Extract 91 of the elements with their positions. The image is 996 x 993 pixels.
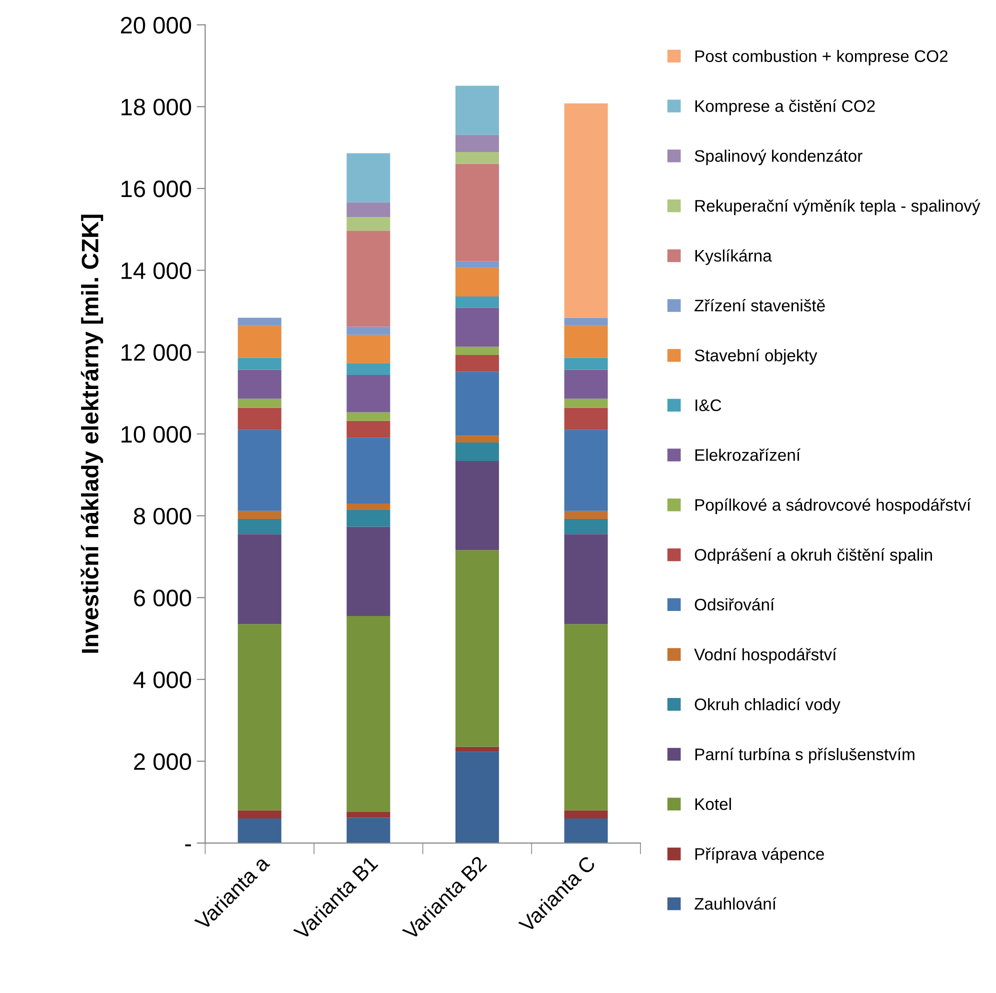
bar: [238, 326, 282, 358]
bar: [238, 519, 282, 534]
bar: [455, 346, 499, 355]
y-tick-label: 4 000: [133, 671, 192, 688]
bar: [564, 408, 608, 430]
bar: [564, 818, 608, 844]
legend-label: Kyslíkárna: [695, 249, 772, 265]
bar: [564, 430, 608, 511]
bar: [238, 430, 282, 511]
bar: [346, 412, 390, 421]
bar: [455, 436, 499, 443]
legend-label: Zřízení staveniště: [694, 299, 825, 312]
bar: [455, 86, 499, 135]
bar: [238, 624, 282, 810]
bar: [455, 152, 499, 164]
bar: [455, 460, 499, 550]
bar: [455, 268, 499, 296]
bar: [238, 408, 282, 430]
bar: [346, 202, 390, 218]
bar: [346, 334, 390, 364]
bar: [238, 398, 282, 408]
bar: [346, 363, 390, 376]
bar: [238, 818, 282, 844]
bar: [238, 534, 282, 624]
bar: [455, 308, 499, 347]
y-tick-label: 12 000: [122, 344, 192, 361]
legend-label: Odsiřování: [694, 598, 775, 611]
bar: [564, 358, 608, 370]
y-tick-label: 10 000: [122, 426, 192, 443]
bar: [455, 372, 499, 436]
bar: [346, 812, 390, 818]
bar: [564, 318, 608, 326]
legend-label: Spalinový kondenzátor: [694, 149, 862, 166]
bar: [238, 510, 282, 520]
y-tick-label: -: [185, 844, 191, 846]
legend-label: Komprese a čistění CO2: [695, 100, 875, 116]
legend-label: Okruh chladicí vody: [694, 698, 840, 714]
legend-label: Stavební objekty: [694, 348, 818, 365]
bar: [564, 624, 608, 810]
bar: [346, 438, 390, 504]
bar: [346, 616, 390, 812]
y-tick-label: 6 000: [134, 590, 192, 606]
legend-label: Post combustion + komprese CO2: [695, 50, 948, 66]
bar: [455, 261, 499, 268]
y-tick-label: 2 000: [134, 753, 192, 770]
bar: [346, 503, 390, 510]
legend-label: Příprava vápence: [695, 847, 824, 864]
bar: [564, 510, 608, 520]
bar: [346, 153, 390, 202]
bar: [455, 752, 499, 844]
legend-label: Rekuperační výměník tepla - spalinový: [695, 199, 980, 216]
legend-label: Parní turbína s příslušenstvím: [695, 748, 914, 764]
bar: [564, 519, 608, 534]
bar: [455, 550, 499, 747]
y-tick-label: 16 000: [122, 180, 192, 198]
bar: [455, 296, 499, 308]
bar: [455, 134, 499, 152]
bar: [238, 370, 282, 399]
legend-label: Zauhlování: [694, 897, 776, 910]
bar: [455, 164, 499, 262]
bar: [238, 318, 282, 326]
legend-label: Odprášení a okruh čištění spalin: [694, 548, 932, 564]
bar: [346, 526, 390, 616]
legend-label: I&C: [696, 399, 722, 412]
bar: [564, 398, 608, 408]
bar: [455, 354, 499, 372]
legend-label: Vodní hospodářství: [694, 648, 837, 664]
y-axis-title: Investiční náklady elektrárny [mil. CZK]: [80, 214, 104, 653]
bar: [346, 217, 390, 231]
y-tick-label: 14 000: [122, 262, 192, 280]
legend-label: Kotel: [695, 798, 731, 810]
bar: [346, 230, 390, 327]
bar: [564, 103, 608, 318]
bar: [564, 534, 608, 624]
bar: [346, 375, 390, 412]
bar: [346, 510, 390, 527]
legend-label: Popílkové a sádrovcové hospodářství: [695, 498, 971, 514]
bar: [238, 810, 282, 819]
bar: [564, 810, 608, 819]
bar: [346, 818, 390, 844]
bar: [564, 370, 608, 399]
y-tick-label: 18 000: [122, 98, 192, 116]
bar: [346, 420, 390, 438]
legend-label: Elekrozařízení: [695, 448, 800, 461]
bar: [346, 326, 390, 335]
bar: [238, 358, 282, 370]
bar: [455, 442, 499, 461]
bar: [564, 326, 608, 358]
y-tick-label: 8 000: [134, 508, 192, 525]
y-tick-label: 20 000: [120, 16, 192, 34]
bar: [455, 746, 499, 752]
